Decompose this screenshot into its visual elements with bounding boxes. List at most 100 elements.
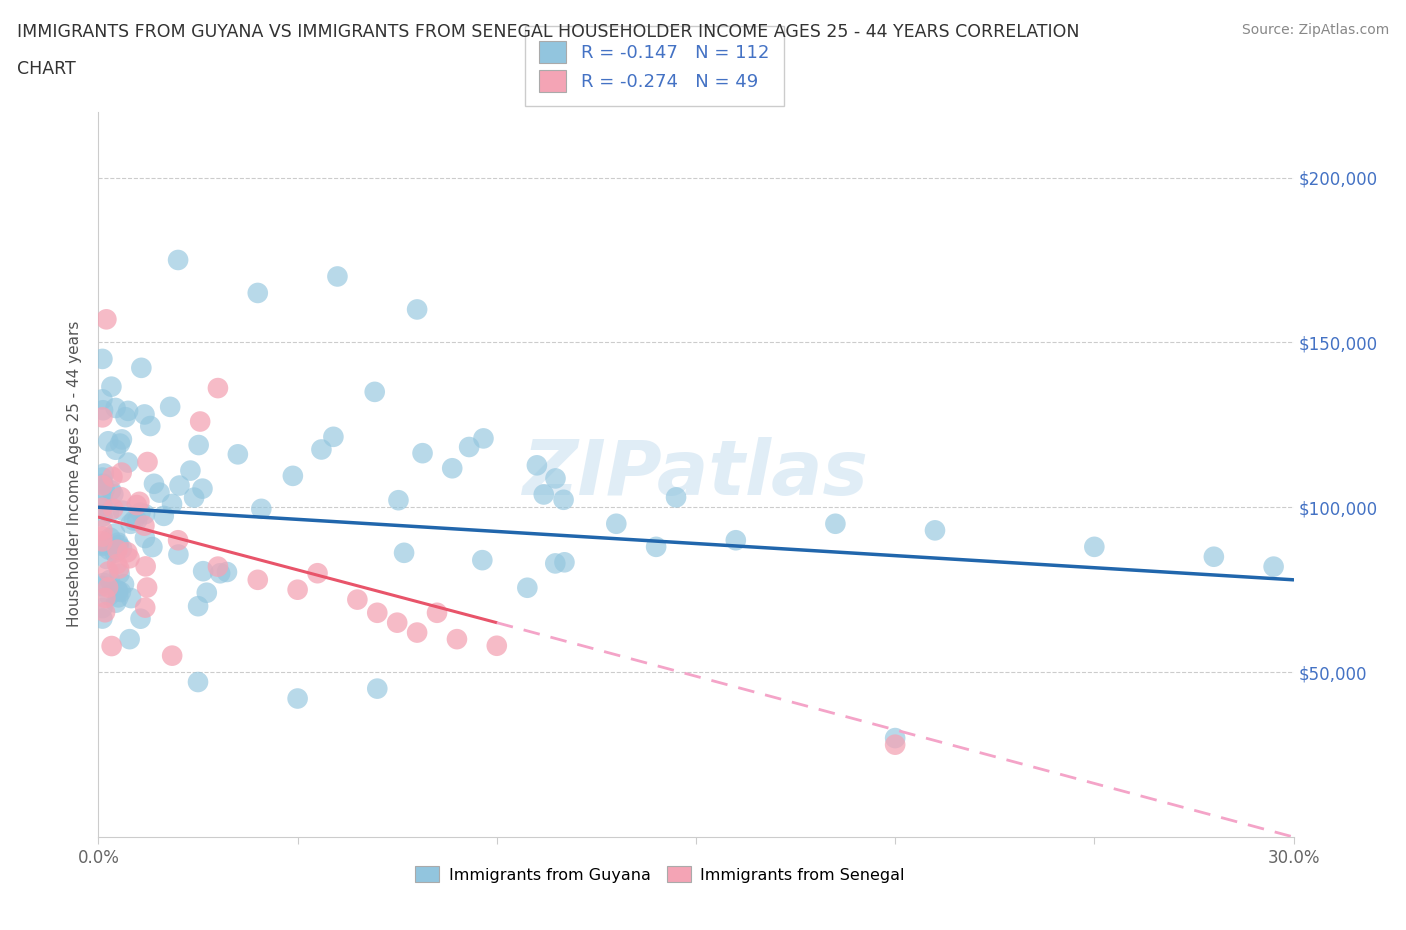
Point (195, 585, 218, 600)
Point (120, 591, 142, 605)
Point (98, 588, 121, 603)
Point (129, 505, 152, 520)
Point (125, 498, 148, 512)
Point (100, 483, 122, 498)
Point (187, 438, 209, 453)
Point (446, 631, 468, 646)
Point (100, 639, 122, 654)
Point (281, 469, 304, 484)
Point (152, 509, 174, 524)
Point (1263, 559, 1285, 574)
Point (406, 302, 429, 317)
Point (93, 466, 115, 481)
Point (160, 497, 183, 512)
Point (207, 559, 229, 574)
Point (135, 559, 157, 574)
Point (91, 403, 114, 418)
Point (108, 566, 131, 581)
Point (187, 674, 209, 689)
Point (665, 490, 688, 505)
Point (91, 510, 114, 525)
Point (91, 534, 114, 549)
Point (93, 482, 115, 497)
Point (364, 384, 387, 399)
Point (824, 516, 846, 531)
Point (1083, 539, 1105, 554)
Legend: Immigrants from Guyana, Immigrants from Senegal: Immigrants from Guyana, Immigrants from … (408, 858, 912, 891)
Point (167, 253, 190, 268)
Text: CHART: CHART (17, 60, 76, 78)
Point (111, 432, 134, 446)
Point (287, 582, 309, 597)
Point (110, 585, 132, 600)
Point (187, 599, 209, 614)
Point (311, 442, 333, 457)
Point (148, 485, 170, 500)
Point (93, 576, 115, 591)
Point (924, 523, 946, 538)
Point (98, 573, 121, 588)
Point (167, 547, 190, 562)
Point (91, 498, 114, 513)
Point (159, 399, 181, 414)
Point (97, 433, 120, 448)
Point (104, 526, 127, 541)
Point (139, 418, 162, 433)
Point (226, 447, 249, 462)
Text: Source: ZipAtlas.com: Source: ZipAtlas.com (1241, 23, 1389, 37)
Point (183, 490, 205, 505)
Point (129, 611, 152, 626)
Point (128, 495, 150, 510)
Point (103, 486, 125, 501)
Point (366, 605, 388, 620)
Point (105, 595, 128, 610)
Point (97, 565, 120, 579)
Point (645, 539, 668, 554)
Point (605, 516, 627, 531)
Point (134, 600, 156, 615)
Point (91, 601, 114, 616)
Point (160, 648, 183, 663)
Point (101, 470, 124, 485)
Point (544, 471, 567, 485)
Point (110, 490, 132, 505)
Point (97, 542, 120, 557)
Point (141, 539, 163, 554)
Point (346, 592, 368, 607)
Point (107, 535, 129, 550)
Point (104, 443, 127, 458)
Point (207, 380, 229, 395)
Point (107, 590, 129, 604)
Point (91, 523, 114, 538)
Point (191, 564, 214, 578)
Point (108, 436, 131, 451)
Point (471, 552, 494, 567)
Point (188, 414, 211, 429)
Point (169, 478, 191, 493)
Point (91, 352, 114, 366)
Point (884, 737, 907, 752)
Point (426, 605, 449, 620)
Point (120, 516, 142, 531)
Point (724, 533, 747, 548)
Point (458, 440, 481, 455)
Point (97, 580, 120, 595)
Point (250, 501, 273, 516)
Point (111, 465, 134, 480)
Point (98, 505, 121, 520)
Point (107, 584, 129, 599)
Point (118, 631, 141, 646)
Point (533, 487, 555, 502)
Point (366, 681, 388, 696)
Point (1202, 550, 1225, 565)
Point (118, 551, 141, 565)
Point (100, 379, 122, 394)
Point (143, 476, 166, 491)
Point (526, 458, 548, 472)
Point (191, 481, 214, 496)
Point (167, 533, 190, 548)
Point (91, 500, 114, 515)
Point (134, 507, 156, 522)
Point (94, 591, 117, 605)
Point (112, 577, 135, 591)
